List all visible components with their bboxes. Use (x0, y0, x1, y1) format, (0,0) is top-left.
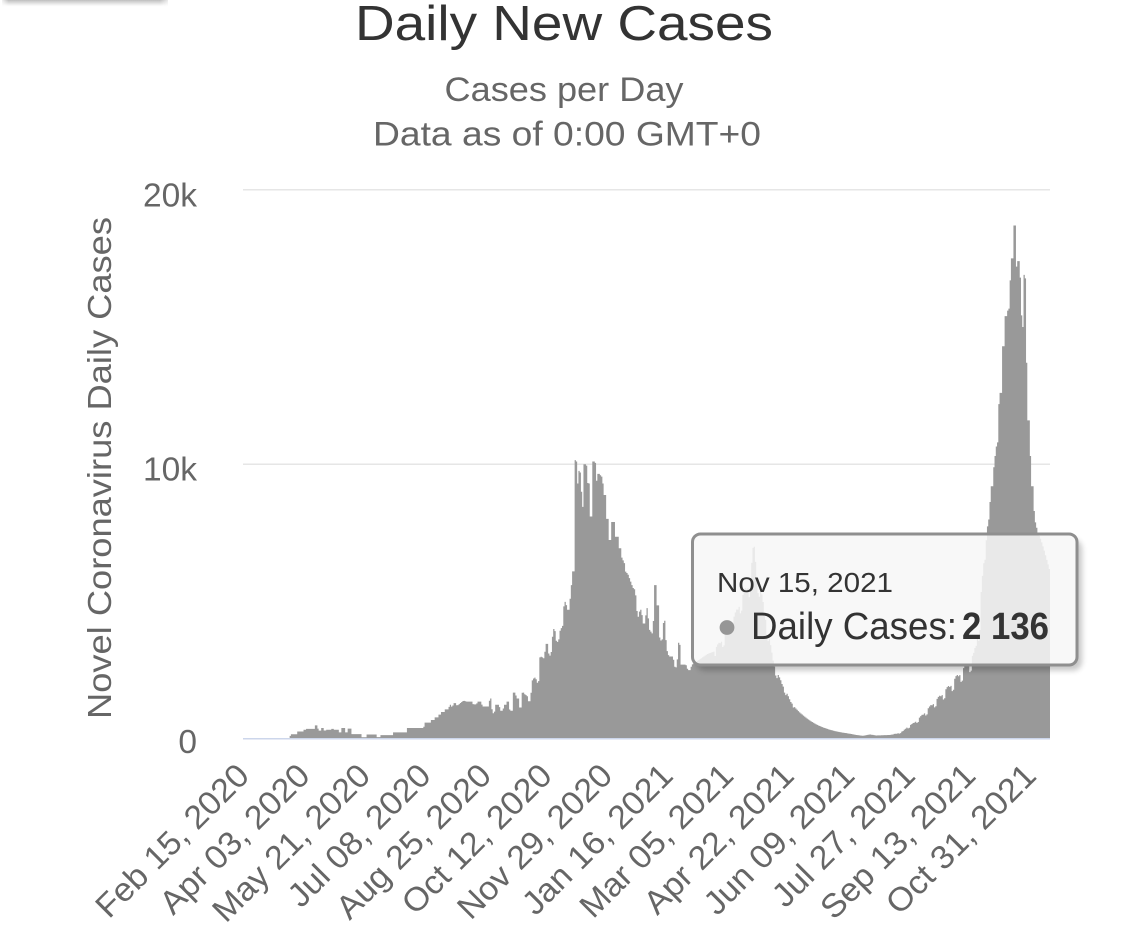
svg-text:Nov 15, 2021: Nov 15, 2021 (717, 567, 893, 598)
svg-text:Daily Cases:: Daily Cases: (751, 606, 957, 648)
svg-text:20k: 20k (143, 177, 197, 214)
svg-text:Daily New Cases: Daily New Cases (355, 0, 773, 51)
svg-text:Novel Coronavirus Daily Cases: Novel Coronavirus Daily Cases (82, 217, 119, 719)
svg-text:0: 0 (178, 724, 197, 761)
svg-text:10k: 10k (143, 452, 197, 489)
svg-text:Data as of 0:00 GMT+0: Data as of 0:00 GMT+0 (373, 116, 761, 154)
svg-text:2 136: 2 136 (962, 606, 1049, 648)
svg-text:Cases per Day: Cases per Day (445, 71, 684, 109)
